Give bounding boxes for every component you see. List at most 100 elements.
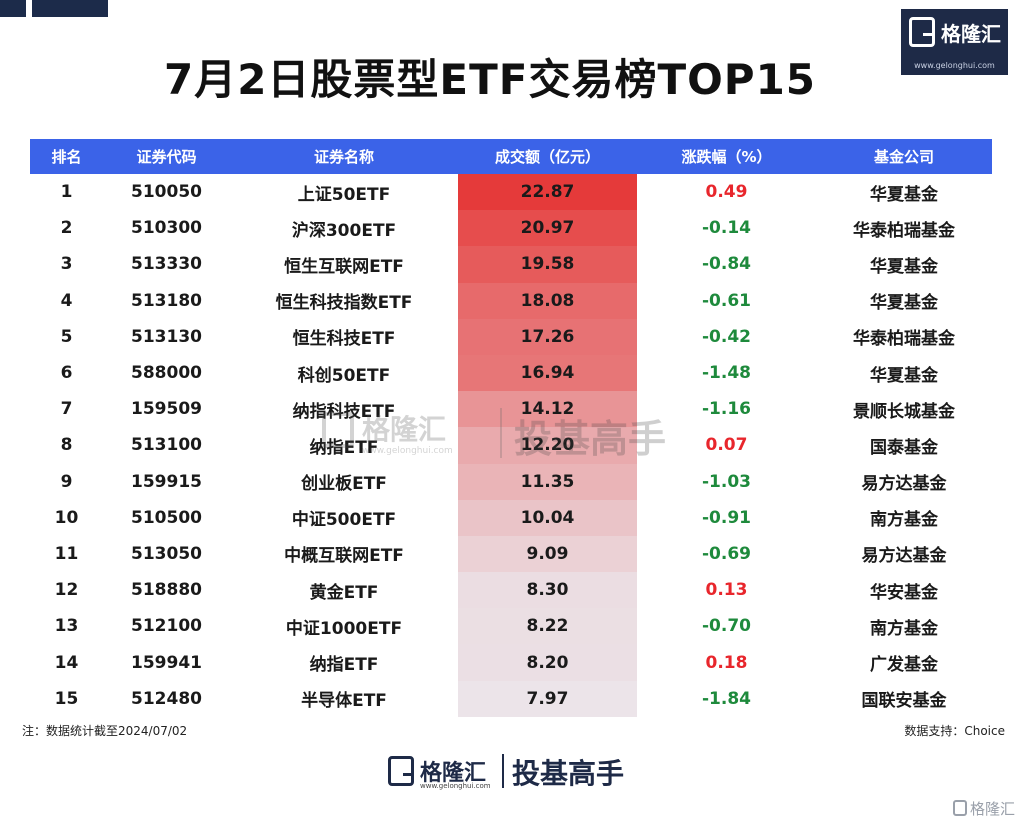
g-logo-icon [909, 17, 935, 47]
name-cell: 纳指科技ETF [292, 401, 396, 422]
watermark-logo-icon [322, 412, 354, 448]
table-row: 6 588000 科创50ETF 16.94 -1.48 华夏基金 [30, 354, 992, 392]
watermark: 格隆汇 www.gelonghui.com 投基高手 [322, 406, 742, 462]
table-row: 15 512480 半导体ETF 7.97 -1.84 国联安基金 [30, 680, 992, 717]
amount-value: 22.87 [520, 182, 575, 203]
change-cell: -1.84 [702, 688, 751, 709]
rank-cell: 2 [60, 218, 73, 239]
amount-value: 8.22 [526, 616, 569, 637]
amount-cell: 19.58 [458, 246, 637, 283]
table-row: 4 513180 恒生科技指数ETF 18.08 -0.61 华夏基金 [30, 282, 992, 319]
amount-bar [458, 210, 637, 247]
rank-cell: 1 [60, 182, 73, 203]
change-cell: 0.13 [705, 580, 748, 601]
code-cell: 159915 [131, 471, 202, 492]
company-cell: 华夏基金 [870, 365, 938, 386]
name-cell: 科创50ETF [297, 365, 391, 386]
table-row: 7 159509 纳指科技ETF 14.12 -1.16 景顺长城基金 [30, 391, 992, 428]
table-header-row: 排名 证券代码 证券名称 成交额（亿元） 涨跌幅（%） 基金公司 [30, 139, 992, 174]
rank-cell: 11 [54, 543, 79, 564]
rank-cell: 4 [60, 290, 73, 311]
rank-cell: 3 [60, 254, 73, 275]
name-cell: 恒生科技ETF [292, 329, 396, 350]
code-cell: 512100 [131, 616, 202, 637]
amount-value: 16.94 [520, 363, 575, 384]
change-cell: -0.84 [702, 254, 751, 275]
amount-value: 8.30 [526, 580, 569, 601]
company-cell: 国泰基金 [870, 437, 938, 458]
code-cell: 513330 [131, 254, 202, 275]
amount-bar [458, 354, 637, 392]
brand-logo: 格隆汇 www.gelonghui.com [901, 9, 1008, 75]
column-header: 成交额（亿元） [458, 139, 637, 174]
amount-value: 7.97 [526, 688, 569, 709]
code-cell: 518880 [131, 580, 202, 601]
name-cell: 恒生科技指数ETF [275, 293, 413, 314]
amount-cell: 11.35 [458, 463, 637, 500]
table-row: 8 513100 纳指ETF 12.20 0.07 国泰基金 [30, 427, 992, 464]
footer-slogan: 投基高手 [512, 757, 625, 790]
company-cell: 华夏基金 [870, 293, 938, 314]
change-cell: 0.18 [705, 652, 748, 673]
amount-bar [458, 463, 637, 500]
amount-value: 18.08 [520, 290, 575, 311]
amount-value: 19.58 [520, 254, 575, 275]
change-cell: -1.16 [702, 399, 751, 420]
company-cell: 广发基金 [870, 655, 938, 676]
company-cell: 南方基金 [870, 510, 938, 531]
table-row: 11 513050 中概互联网ETF 9.09 -0.69 易方达基金 [30, 535, 992, 573]
watermark-slogan: 投基高手 [514, 416, 667, 461]
amount-cell: 16.94 [458, 354, 637, 392]
logo-name: 格隆汇 [941, 22, 1001, 46]
company-cell: 景顺长城基金 [853, 401, 955, 422]
company-cell: 华夏基金 [870, 184, 938, 205]
watermark-url: www.gelonghui.com [362, 446, 453, 456]
corner-watermark: 格隆汇 [952, 798, 1015, 819]
table-row: 12 518880 黄金ETF 8.30 0.13 华安基金 [30, 572, 992, 609]
code-cell: 513180 [131, 290, 202, 311]
amount-value: 17.26 [520, 326, 575, 347]
amount-value: 10.04 [520, 507, 575, 528]
amount-cell: 12.20 [458, 427, 637, 464]
name-cell: 纳指ETF [309, 655, 379, 676]
name-cell: 恒生互联网ETF [284, 256, 404, 277]
amount-cell: 8.20 [458, 644, 637, 681]
amount-cell: 18.08 [458, 282, 637, 319]
amount-value: 9.09 [526, 543, 569, 564]
code-cell: 513100 [131, 435, 202, 456]
logo-url: www.gelonghui.com [914, 61, 995, 70]
column-header: 排名 [30, 139, 103, 174]
rank-cell: 13 [54, 616, 79, 637]
rank-cell: 6 [60, 363, 73, 384]
company-cell: 华夏基金 [870, 256, 938, 277]
etf-ranking-table: 排名 证券代码 证券名称 成交额（亿元） 涨跌幅（%） 基金公司 1 510050… [30, 139, 992, 717]
amount-bar [458, 535, 637, 573]
name-cell: 纳指ETF [309, 437, 379, 458]
table-row: 9 159915 创业板ETF 11.35 -1.03 易方达基金 [30, 463, 992, 500]
footer-logo: 格隆汇 www.gelonghui.com 投基高手 [388, 752, 648, 792]
amount-bar [458, 644, 637, 681]
amount-bar [458, 608, 637, 645]
amount-bar [458, 246, 637, 283]
footer-brand: 格隆汇 [420, 761, 487, 786]
amount-bar [458, 680, 637, 717]
code-cell: 512480 [131, 688, 202, 709]
company-cell: 易方达基金 [861, 546, 947, 567]
rank-cell: 5 [60, 326, 73, 347]
amount-bar [458, 427, 637, 464]
change-cell: -1.03 [702, 471, 751, 492]
rank-cell: 12 [54, 580, 79, 601]
data-source: 数据支持：Choice [904, 724, 1005, 738]
amount-cell: 22.87 [458, 174, 637, 211]
name-cell: 黄金ETF [309, 582, 379, 603]
code-cell: 510500 [131, 507, 202, 528]
amount-cell: 17.26 [458, 318, 637, 355]
column-header: 基金公司 [816, 139, 992, 174]
name-cell: 中概互联网ETF [284, 546, 404, 567]
change-cell: -1.48 [702, 363, 751, 384]
corner-decoration [0, 0, 108, 17]
column-header: 证券代码 [103, 139, 230, 174]
name-cell: 半导体ETF [301, 691, 387, 712]
change-cell: -0.70 [702, 616, 751, 637]
column-header: 证券名称 [230, 139, 458, 174]
